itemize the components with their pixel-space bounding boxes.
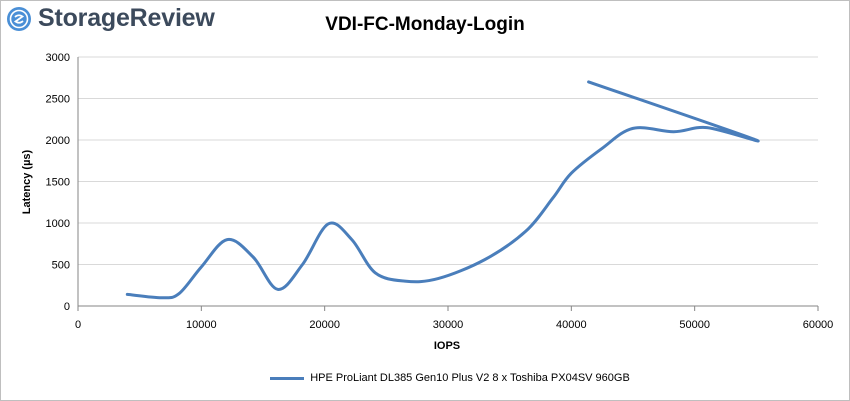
x-tick-label: 40000 (556, 319, 587, 331)
storagereview-logo: StorageReview (6, 4, 215, 33)
x-tick-label: 30000 (433, 319, 464, 331)
legend-label: HPE ProLiant DL385 Gen10 Plus V2 8 x Tos… (310, 372, 630, 384)
logo-circle-icon (7, 6, 31, 31)
x-tick-labels: 0 10000 20000 30000 40000 50000 60000 (75, 319, 833, 331)
y-tick-label: 1000 (46, 218, 70, 230)
x-axis-title: IOPS (434, 340, 460, 352)
gridlines (78, 56, 818, 265)
legend: HPE ProLiant DL385 Gen10 Plus V2 8 x Tos… (0, 372, 850, 384)
y-tick-label: 2500 (46, 94, 70, 106)
y-tick-labels: 0 500 1000 1500 2000 2500 3000 (46, 52, 70, 313)
x-tick-label: 0 (75, 319, 81, 331)
x-tick-label: 60000 (803, 319, 834, 331)
axes (77, 57, 819, 311)
y-tick-label: 2000 (46, 135, 70, 147)
x-tick-label: 20000 (309, 319, 340, 331)
series-line-0 (125, 80, 760, 300)
y-tick-label: 0 (64, 301, 70, 313)
logo-text: StorageReview (38, 4, 215, 32)
x-tick-label: 10000 (186, 319, 217, 331)
x-tick-label: 50000 (679, 319, 710, 331)
y-axis-title: Latency (µs) (21, 149, 33, 214)
y-tick-label: 3000 (46, 52, 70, 64)
legend-swatch (270, 376, 305, 380)
y-tick-label: 500 (52, 260, 70, 272)
y-tick-label: 1500 (46, 177, 70, 189)
chart-title: VDI-FC-Monday-Login (325, 14, 525, 35)
series-lines (125, 80, 760, 300)
